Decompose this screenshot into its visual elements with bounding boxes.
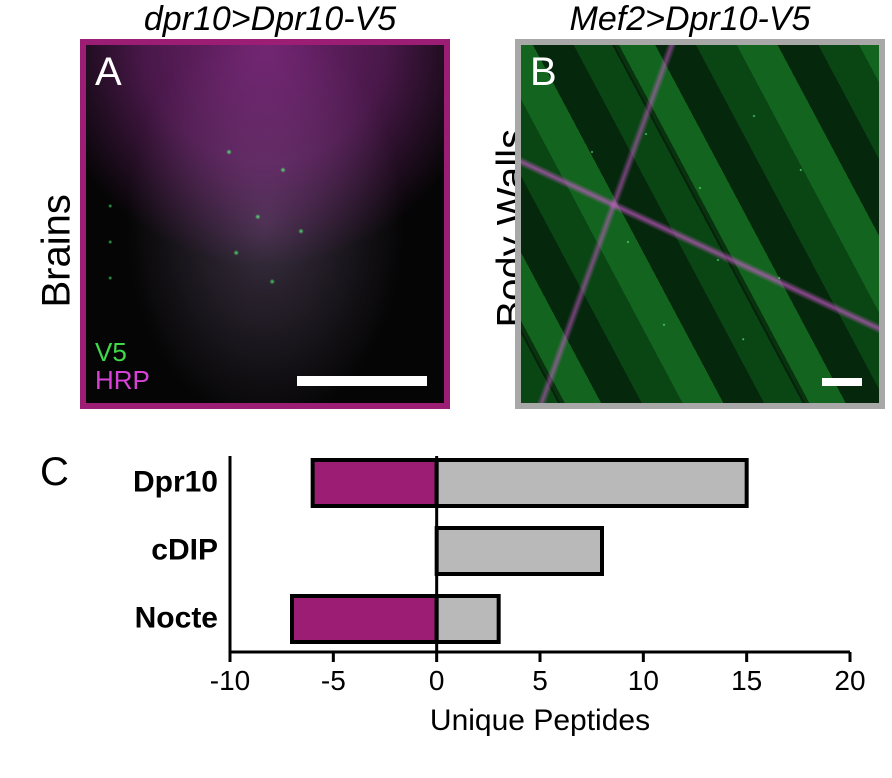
cat-label-nocte: Nocte — [135, 601, 218, 634]
x-tick-label: 15 — [731, 665, 762, 696]
x-tick-label: 5 — [532, 665, 548, 696]
x-tick-label: 0 — [429, 665, 445, 696]
bar-neg-dpr10 — [313, 460, 437, 506]
panel-a-border — [80, 39, 450, 409]
panel-b-border — [515, 39, 885, 409]
figure-root: dpr10>Dpr10-V5 Brains A V5 HRP Mef2>Dpr1… — [0, 0, 892, 778]
bar-pos-cdip — [437, 528, 602, 574]
cat-label-cdip: cDIP — [151, 533, 218, 566]
bar-pos-dpr10 — [437, 460, 747, 506]
chart-svg: Dpr10cDIPNocte-10-505101520Unique Peptid… — [60, 450, 860, 770]
x-tick-label: -10 — [210, 665, 250, 696]
panel-a-side-label: Brains — [35, 138, 80, 308]
bar-neg-nocte — [292, 596, 437, 642]
x-tick-label: 20 — [834, 665, 865, 696]
panel-b-title: Mef2>Dpr10-V5 — [500, 0, 880, 39]
x-tick-label: -5 — [321, 665, 346, 696]
x-tick-label: 10 — [628, 665, 659, 696]
panel-a-title: dpr10>Dpr10-V5 — [80, 0, 460, 39]
cat-label-dpr10: Dpr10 — [133, 465, 218, 498]
panel-c-chart: Dpr10cDIPNocte-10-505101520Unique Peptid… — [60, 450, 860, 770]
bar-pos-nocte — [437, 596, 499, 642]
x-axis-label: Unique Peptides — [430, 704, 650, 737]
